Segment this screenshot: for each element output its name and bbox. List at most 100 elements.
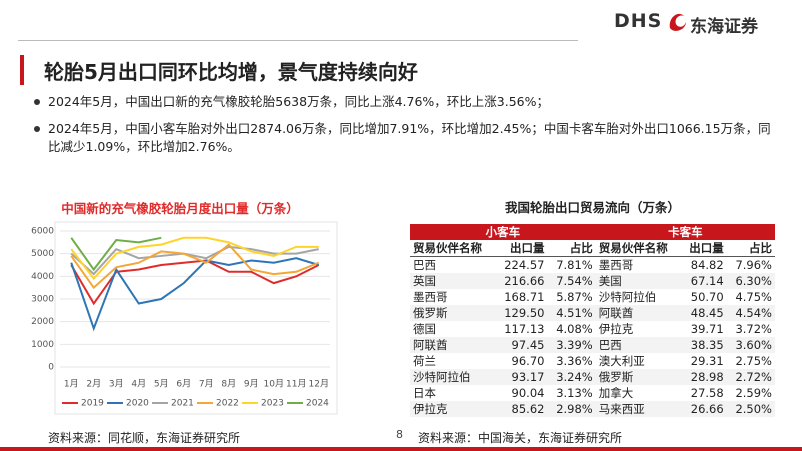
table-cell: 俄罗斯 — [410, 305, 496, 321]
table-cell: 3.36% — [556, 354, 593, 368]
table-cell: 96.70 — [511, 354, 545, 368]
table-cell: 2.59% — [735, 386, 772, 400]
table-cell: 阿联酋 — [595, 305, 681, 321]
series-line — [70, 236, 319, 281]
table-cell: 阿联酋 — [410, 337, 496, 353]
group-row: 小客车 卡客车 — [410, 224, 775, 240]
bullet-dot — [34, 126, 40, 132]
table-row: 墨西哥 168.71 5.87% 沙特阿拉伯 50.70 4.75% — [410, 289, 775, 305]
table-cell: 3.72% — [735, 322, 772, 336]
table-cell: 4.08% — [556, 322, 593, 336]
table-row: 巴西 224.57 7.81% 墨西哥 84.82 7.96% — [410, 257, 775, 274]
table-cell: 97.45 — [495, 337, 548, 353]
column-header-row: 贸易伙伴名称 出口量 占比 贸易伙伴名称 出口量 占比 — [410, 240, 775, 257]
table-cell: 2.98% — [547, 401, 596, 417]
table-cell: 德国 — [413, 322, 436, 336]
source-note: 资料来源：中国海关，东海证券研究所 — [418, 431, 623, 445]
table-cell: 荷兰 — [413, 354, 436, 368]
table-cell: 4.75% — [735, 290, 772, 304]
x-tick-label: 1月 — [64, 379, 79, 390]
table-cell: 美国 — [595, 273, 681, 289]
y-tick-label: 1000 — [31, 340, 54, 350]
group-header: 小客车 — [410, 224, 596, 240]
table-row: 沙特阿拉伯 93.17 3.24% 俄罗斯 28.98 2.72% — [410, 369, 775, 385]
table-cell: 3.60% — [726, 337, 775, 353]
table-cell: 93.17 — [495, 369, 548, 385]
x-tick-label: 11月 — [286, 379, 306, 390]
table-row: 英国 216.66 7.54% 美国 67.14 6.30% — [410, 273, 775, 289]
table-cell: 84.82 — [690, 258, 724, 272]
table-cell: 巴西 — [413, 258, 436, 272]
legend-label: 2021 — [171, 399, 194, 409]
table-cell: 3.13% — [556, 386, 593, 400]
slide-title: 轮胎5月出口同环比均增，景气度持续向好 — [44, 60, 418, 84]
page-number: 8 — [396, 428, 403, 441]
table-cell: 7.81% — [556, 258, 593, 272]
table-cell: 117.13 — [504, 322, 545, 336]
table-cell: 英国 — [410, 273, 496, 289]
y-tick-label: 4000 — [31, 272, 54, 282]
x-tick-label: 8月 — [221, 379, 236, 390]
table-cell: 7.96% — [735, 258, 772, 272]
table-cell: 沙特阿拉伯 — [598, 290, 657, 304]
table-cell: 216.66 — [495, 273, 548, 289]
legend-label: 2024 — [306, 399, 329, 409]
table-cell: 7.54% — [547, 273, 596, 289]
legend-label: 2019 — [81, 399, 104, 409]
logo-swirl — [669, 13, 686, 31]
table-cell: 日本 — [413, 386, 436, 400]
y-tick-label: 2000 — [31, 317, 54, 327]
x-tick-label: 4月 — [131, 379, 146, 390]
table-cell: 39.71 — [690, 322, 724, 336]
table-cell: 墨西哥 — [413, 290, 448, 304]
bullet-text: 2024年5月，中国出口新的充气橡胶轮胎5638万条，同比上涨4.76%，环比上… — [48, 94, 549, 109]
bullet-dot — [34, 99, 40, 105]
x-tick-label: 9月 — [244, 379, 259, 390]
legend-label: 2022 — [216, 399, 239, 409]
table-cell: 85.62 — [495, 401, 548, 417]
x-tick-label: 3月 — [109, 379, 124, 390]
series-line — [70, 257, 320, 332]
x-tick-label: 12月 — [309, 379, 329, 390]
table-cell: 澳大利亚 — [598, 354, 645, 368]
table-title: 我国轮胎出口贸易流向（万条） — [504, 200, 680, 215]
table-cell: 2.75% — [735, 354, 772, 368]
column-header: 出口量 — [495, 240, 548, 257]
bullet-text: 2024年5月，中国小客车胎对外出口2874.06万条，同比增加7.91%，环比… — [48, 121, 771, 154]
table-cell: 90.04 — [511, 386, 545, 400]
table-cell: 27.58 — [690, 386, 724, 400]
x-tick-label: 5月 — [154, 379, 169, 390]
company-name: 东海证券 — [690, 17, 758, 37]
chart-frame — [54, 221, 338, 415]
table-cell: 沙特阿拉伯 — [410, 369, 496, 385]
table-row: 伊拉克 85.62 2.98% 马来西亚 26.66 2.50% — [410, 401, 775, 417]
table-cell: 2.50% — [726, 401, 775, 417]
table-cell: 巴西 — [595, 337, 681, 353]
y-tick-label: 0 — [48, 363, 54, 373]
table-cell: 28.98 — [680, 369, 727, 385]
table-cell: 50.70 — [690, 290, 724, 304]
table-cell: 伊拉克 — [410, 401, 496, 417]
series-line — [70, 243, 320, 290]
source-note: 资料来源：同花顺，东海证券研究所 — [48, 431, 241, 445]
table-row: 德国 117.13 4.08% 伊拉克 39.71 3.72% — [410, 321, 775, 337]
legend-label: 2020 — [126, 399, 149, 409]
y-tick-label: 3000 — [31, 295, 54, 305]
column-header: 占比 — [547, 240, 596, 257]
logo: DHS — [614, 10, 663, 32]
table-cell: 48.45 — [680, 305, 727, 321]
table-cell: 38.35 — [680, 337, 727, 353]
footer-bar — [0, 447, 802, 451]
x-tick-label: 7月 — [199, 379, 214, 390]
table-cell: 26.66 — [680, 401, 727, 417]
table-cell: 马来西亚 — [595, 401, 681, 417]
table-cell: 67.14 — [680, 273, 727, 289]
table-cell: 6.30% — [726, 273, 775, 289]
table-row: 日本 90.04 3.13% 加拿大 27.58 2.59% — [410, 385, 775, 401]
table-row: 荷兰 96.70 3.36% 澳大利亚 29.31 2.75% — [410, 353, 775, 369]
series-line — [70, 236, 162, 272]
series-line — [70, 259, 320, 306]
x-tick-label: 2月 — [86, 379, 101, 390]
column-header: 占比 — [726, 240, 775, 257]
